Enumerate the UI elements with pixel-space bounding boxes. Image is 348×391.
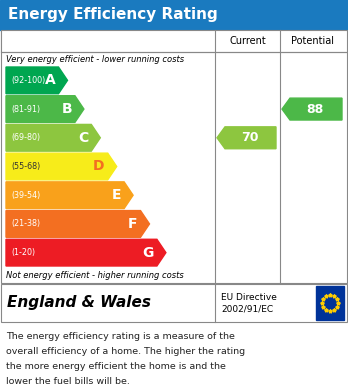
Bar bbox=[1, 30, 347, 283]
Polygon shape bbox=[6, 153, 117, 180]
Text: 88: 88 bbox=[306, 102, 324, 116]
Text: D: D bbox=[93, 160, 105, 174]
Text: 2002/91/EC: 2002/91/EC bbox=[221, 305, 273, 314]
Text: The energy efficiency rating is a measure of the: The energy efficiency rating is a measur… bbox=[6, 332, 235, 341]
Polygon shape bbox=[6, 67, 68, 94]
Text: Not energy efficient - higher running costs: Not energy efficient - higher running co… bbox=[6, 271, 184, 280]
Polygon shape bbox=[6, 211, 150, 237]
Text: Current: Current bbox=[229, 36, 266, 46]
Text: EU Directive: EU Directive bbox=[221, 294, 277, 303]
Polygon shape bbox=[6, 96, 84, 122]
Text: lower the fuel bills will be.: lower the fuel bills will be. bbox=[6, 377, 130, 386]
Text: A: A bbox=[45, 74, 55, 87]
Text: C: C bbox=[78, 131, 88, 145]
Text: Potential: Potential bbox=[292, 36, 334, 46]
Text: G: G bbox=[143, 246, 154, 260]
Bar bbox=[0, 0, 348, 30]
Text: E: E bbox=[112, 188, 121, 202]
Polygon shape bbox=[6, 182, 133, 208]
Text: overall efficiency of a home. The higher the rating: overall efficiency of a home. The higher… bbox=[6, 347, 245, 356]
Text: 70: 70 bbox=[241, 131, 258, 144]
Polygon shape bbox=[282, 98, 342, 120]
Polygon shape bbox=[6, 124, 100, 151]
Text: (55-68): (55-68) bbox=[11, 162, 40, 171]
Text: (39-54): (39-54) bbox=[11, 191, 40, 200]
Polygon shape bbox=[6, 239, 166, 266]
Bar bbox=[316, 286, 344, 320]
Polygon shape bbox=[217, 127, 276, 149]
Text: (1-20): (1-20) bbox=[11, 248, 35, 257]
Text: (69-80): (69-80) bbox=[11, 133, 40, 142]
Text: (21-38): (21-38) bbox=[11, 219, 40, 228]
Text: (81-91): (81-91) bbox=[11, 104, 40, 113]
Text: the more energy efficient the home is and the: the more energy efficient the home is an… bbox=[6, 362, 226, 371]
Text: England & Wales: England & Wales bbox=[7, 296, 151, 310]
Text: Energy Efficiency Rating: Energy Efficiency Rating bbox=[8, 7, 218, 23]
Bar bbox=[1, 284, 347, 322]
Text: F: F bbox=[128, 217, 137, 231]
Text: (92-100): (92-100) bbox=[11, 76, 45, 85]
Bar bbox=[1, 30, 347, 52]
Text: B: B bbox=[61, 102, 72, 116]
Bar bbox=[0, 323, 348, 391]
Text: Very energy efficient - lower running costs: Very energy efficient - lower running co… bbox=[6, 54, 184, 63]
